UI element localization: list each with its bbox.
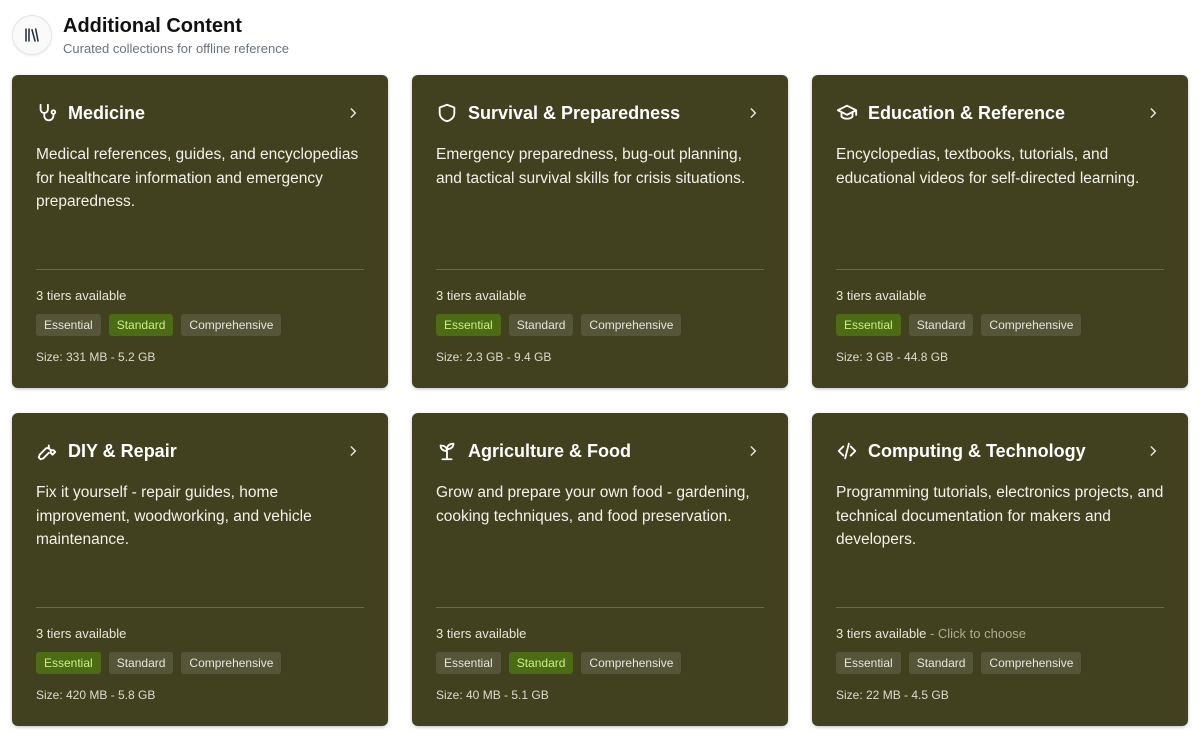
tier-tag-essential[interactable]: Essential (836, 652, 901, 674)
wrench-icon (36, 439, 60, 463)
tiers-available: 3 tiers available - Click to choose (836, 626, 1026, 641)
chevron-right-icon[interactable] (746, 444, 760, 458)
tier-tags: Essential Standard Comprehensive (836, 652, 1082, 674)
sprout-icon (436, 439, 460, 463)
tier-tag-comprehensive[interactable]: Comprehensive (581, 652, 682, 674)
divider (436, 269, 764, 270)
card-title: Agriculture & Food (468, 440, 631, 461)
tier-tags: Essential Standard Comprehensive (436, 314, 682, 336)
card-description: Fix it yourself - repair guides, home im… (36, 484, 312, 548)
tier-tag-essential[interactable]: Essential (36, 314, 101, 336)
tiers-available: 3 tiers available (436, 626, 526, 641)
divider (36, 269, 364, 270)
tier-tag-essential[interactable]: Essential (436, 314, 501, 336)
tiers-available: 3 tiers available (836, 288, 926, 303)
tiers-count: 3 tiers available (36, 288, 127, 303)
card-title: Medicine (68, 102, 146, 123)
tier-tag-comprehensive[interactable]: Comprehensive (181, 314, 282, 336)
chevron-right-icon[interactable] (1146, 444, 1160, 458)
card-title: Survival & Preparedness (468, 102, 681, 123)
tiers-available: 3 tiers available (36, 626, 126, 641)
card-header: Education & Reference (836, 99, 1164, 127)
collection-card[interactable]: Agriculture & Food Grow and prepare your… (412, 413, 788, 726)
tier-tag-standard[interactable]: Standard (108, 652, 174, 674)
tier-tag-comprehensive[interactable]: Comprehensive (981, 652, 1082, 674)
collection-card[interactable]: Survival & Preparedness Emergency prepar… (412, 75, 788, 388)
size-range: Size: 40 MB - 5.1 GB (436, 688, 549, 702)
card-header: Medicine (36, 99, 364, 127)
card-title: DIY & Repair (68, 440, 177, 461)
chevron-right-icon[interactable] (1146, 106, 1160, 120)
card-description: Emergency preparedness, bug-out planning… (436, 146, 746, 187)
card-header: Agriculture & Food (436, 437, 764, 465)
tier-tag-essential[interactable]: Essential (36, 652, 101, 674)
page-subtitle: Curated collections for offline referenc… (63, 41, 289, 56)
card-header: Computing & Technology (836, 437, 1164, 465)
card-title: Computing & Technology (868, 440, 1086, 461)
tier-tag-comprehensive[interactable]: Comprehensive (581, 314, 682, 336)
tiers-count: 3 tiers available (836, 288, 927, 303)
code-icon (836, 439, 860, 463)
card-header: DIY & Repair (36, 437, 364, 465)
tier-tags: Essential Standard Comprehensive (36, 314, 282, 336)
tiers-count: 3 tiers available (836, 626, 927, 641)
card-description: Grow and prepare your own food - gardeni… (436, 484, 750, 525)
tier-tag-essential[interactable]: Essential (836, 314, 901, 336)
tier-tags: Essential Standard Comprehensive (36, 652, 282, 674)
choose-hint: - Click to choose (926, 626, 1027, 641)
chevron-right-icon[interactable] (346, 444, 360, 458)
collection-card[interactable]: Education & Reference Encyclopedias, tex… (812, 75, 1188, 388)
tier-tag-essential[interactable]: Essential (436, 652, 501, 674)
card-header: Survival & Preparedness (436, 99, 764, 127)
tiers-count: 3 tiers available (436, 626, 527, 641)
divider (436, 607, 764, 608)
card-description: Programming tutorials, electronics proje… (836, 484, 1164, 548)
tier-tag-standard[interactable]: Standard (908, 652, 974, 674)
tier-tag-standard[interactable]: Standard (908, 314, 974, 336)
tier-tag-standard[interactable]: Standard (108, 314, 174, 336)
tiers-available: 3 tiers available (436, 288, 526, 303)
graduation-cap-icon (836, 101, 860, 125)
size-range: Size: 420 MB - 5.8 GB (36, 688, 156, 702)
divider (836, 269, 1164, 270)
tier-tags: Essential Standard Comprehensive (836, 314, 1082, 336)
chevron-right-icon[interactable] (346, 106, 360, 120)
tiers-available: 3 tiers available (36, 288, 126, 303)
divider (36, 607, 364, 608)
page-title: Additional Content (63, 15, 242, 37)
tier-tag-comprehensive[interactable]: Comprehensive (181, 652, 282, 674)
card-description: Medical references, guides, and encyclop… (36, 146, 359, 210)
size-range: Size: 331 MB - 5.2 GB (36, 350, 156, 364)
size-range: Size: 22 MB - 4.5 GB (836, 688, 949, 702)
shield-icon (436, 101, 460, 125)
size-range: Size: 2.3 GB - 9.4 GB (436, 350, 552, 364)
size-range: Size: 3 GB - 44.8 GB (836, 350, 949, 364)
collection-grid: Medicine Medical references, guides, and… (12, 75, 1188, 726)
card-description: Encyclopedias, textbooks, tutorials, and… (836, 146, 1140, 187)
library-books-icon (12, 15, 52, 55)
card-title: Education & Reference (868, 102, 1066, 123)
collection-card[interactable]: Medicine Medical references, guides, and… (12, 75, 388, 388)
tier-tag-standard[interactable]: Standard (508, 652, 574, 674)
collection-card[interactable]: DIY & Repair Fix it yourself - repair gu… (12, 413, 388, 726)
tiers-count: 3 tiers available (436, 288, 527, 303)
tier-tags: Essential Standard Comprehensive (436, 652, 682, 674)
stethoscope-icon (36, 101, 60, 125)
tier-tag-standard[interactable]: Standard (508, 314, 574, 336)
divider (836, 607, 1164, 608)
tiers-count: 3 tiers available (36, 626, 127, 641)
collection-card[interactable]: Computing & Technology Programming tutor… (812, 413, 1188, 726)
tier-tag-comprehensive[interactable]: Comprehensive (981, 314, 1082, 336)
chevron-right-icon[interactable] (746, 106, 760, 120)
